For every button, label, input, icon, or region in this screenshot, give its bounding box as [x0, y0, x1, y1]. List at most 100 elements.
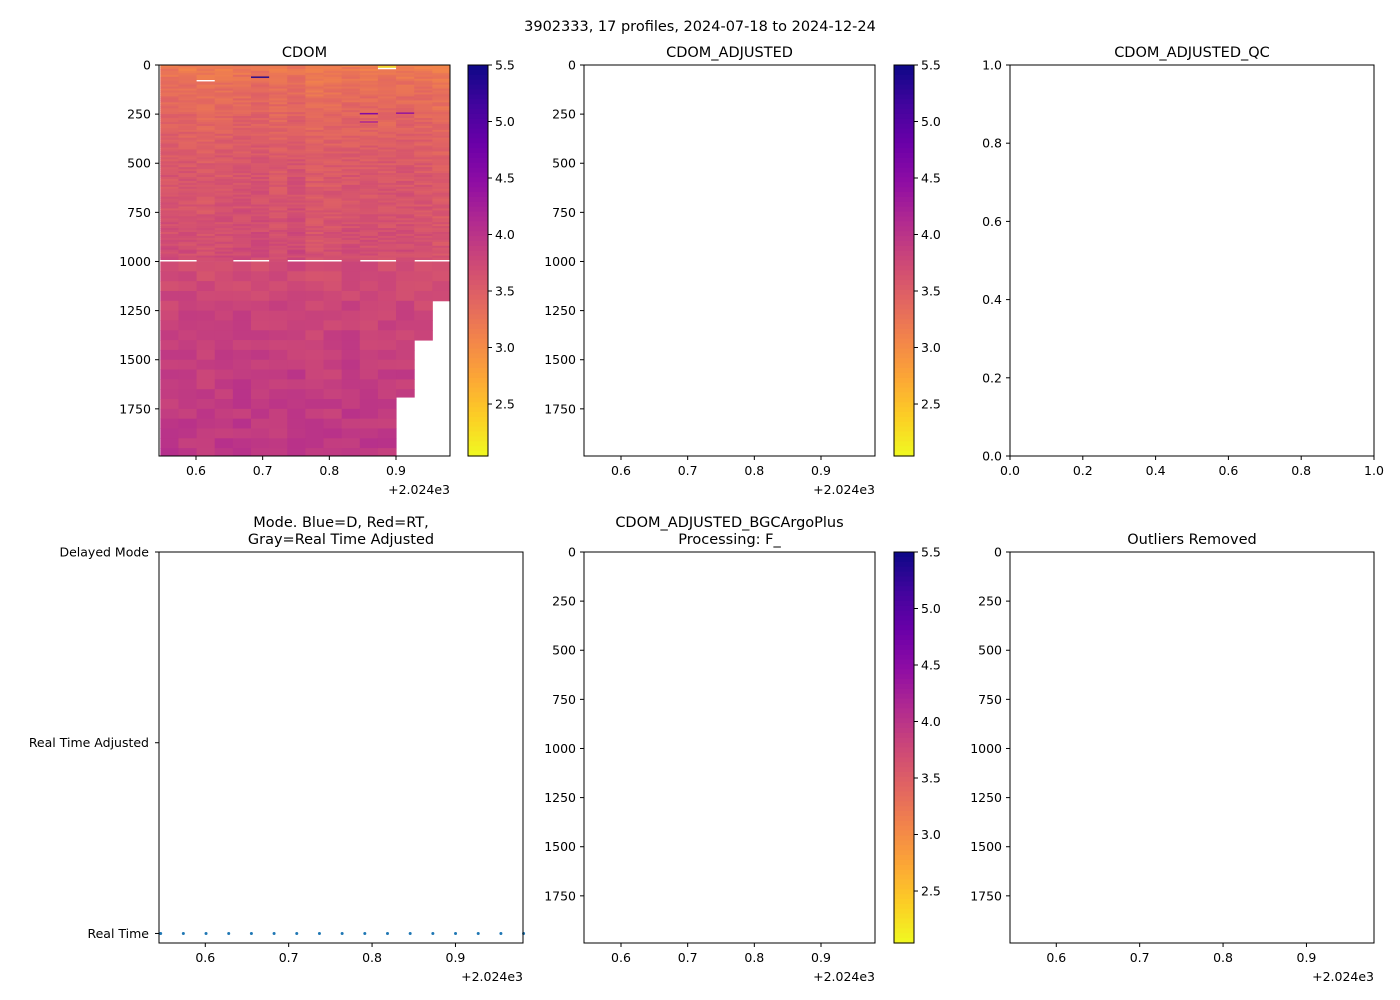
heatmap-cell — [232, 359, 252, 371]
heatmap-cell — [377, 100, 397, 103]
heatmap-cell — [214, 86, 234, 90]
heatmap-cell — [305, 90, 325, 94]
heatmap-cell — [178, 80, 198, 84]
colorbar-segment — [468, 304, 488, 310]
heatmap-cell — [160, 198, 179, 202]
heatmap-cell — [377, 243, 397, 247]
heatmap-cell — [341, 212, 361, 215]
heatmap-cell — [432, 237, 451, 241]
heatmap-cell — [359, 188, 379, 192]
heatmap-cell — [196, 192, 216, 196]
mode-point — [317, 931, 321, 935]
heatmap-cell — [359, 135, 379, 139]
heatmap-cell — [160, 218, 179, 221]
heatmap-cell — [377, 340, 397, 351]
heatmap-cell — [287, 448, 306, 457]
heatmap-cell — [305, 428, 325, 439]
heatmap-cell — [341, 66, 361, 70]
heatmap-cell — [160, 216, 179, 219]
colorbar-segment — [468, 196, 488, 203]
heatmap-cell — [269, 261, 288, 272]
colorbar-segment — [894, 250, 914, 257]
colorbar-segment — [468, 294, 488, 301]
heatmap-cell — [214, 161, 234, 164]
colorbar-tick-label: 5.0 — [921, 114, 941, 129]
heatmap-cell — [178, 251, 198, 255]
heatmap-cell — [414, 224, 433, 227]
heatmap-cell — [396, 88, 415, 92]
heatmap-cell — [341, 90, 361, 94]
heatmap-cell — [232, 163, 252, 166]
heatmap-cell — [232, 251, 252, 255]
heatmap-cell — [432, 80, 451, 84]
heatmap-cell — [287, 247, 306, 251]
heatmap-cell — [323, 102, 343, 105]
heatmap-cell — [305, 241, 325, 245]
colorbar-segment — [894, 245, 914, 252]
heatmap-cell — [341, 163, 361, 166]
heatmap-anomaly — [359, 113, 378, 115]
heatmap-cell — [251, 80, 270, 84]
heatmap-cell — [396, 114, 415, 117]
heatmap-cell — [323, 216, 343, 219]
heatmap-cell — [323, 359, 343, 371]
y-tick-label: 0.4 — [982, 292, 1002, 307]
heatmap-cell — [396, 239, 415, 243]
heatmap-cell — [396, 194, 415, 198]
heatmap-cell — [432, 72, 451, 76]
heatmap-cell — [359, 359, 379, 371]
heatmap-cell — [359, 141, 379, 145]
heatmap-cell — [396, 192, 415, 196]
colorbar-segment — [894, 133, 914, 139]
heatmap-cell — [251, 399, 270, 410]
heatmap-cell — [432, 218, 451, 221]
bgcargoplus-title: Processing: F_ — [678, 532, 781, 548]
heatmap-cell — [323, 310, 343, 321]
heatmap-cell — [251, 178, 270, 182]
heatmap-cell — [414, 145, 433, 149]
heatmap-cell — [305, 438, 325, 449]
heatmap-cell — [214, 232, 234, 235]
heatmap-cell — [269, 104, 288, 107]
x-tick-label: 0.8 — [1213, 950, 1233, 965]
heatmap-cell — [178, 108, 198, 111]
colorbar-segment — [894, 270, 914, 276]
heatmap-cell — [196, 281, 216, 292]
mode-title: Gray=Real Time Adjusted — [248, 532, 434, 548]
colorbar-segment — [894, 586, 914, 592]
heatmap-cell — [196, 100, 216, 103]
heatmap-cell — [432, 110, 451, 113]
heatmap-cell — [269, 226, 288, 229]
heatmap-cell — [214, 169, 234, 172]
heatmap-cell — [196, 106, 216, 109]
heatmap-cell — [341, 161, 361, 164]
colorbar-segment — [894, 167, 914, 174]
heatmap-cell — [414, 131, 433, 135]
heatmap-cell — [178, 133, 198, 137]
heatmap-cell — [214, 80, 234, 84]
colorbar-segment — [894, 703, 914, 709]
heatmap-cell — [323, 151, 343, 154]
colorbar-segment — [894, 304, 914, 310]
colorbar-segment — [894, 451, 914, 457]
heatmap-cell — [323, 139, 343, 143]
colorbar-segment — [894, 94, 914, 100]
heatmap-cell — [196, 230, 216, 233]
heatmap-cell — [251, 257, 270, 261]
heatmap-cell — [269, 448, 288, 457]
heatmap-cell — [341, 448, 361, 457]
heatmap-cell — [341, 173, 361, 176]
colorbar-segment — [894, 416, 914, 423]
heatmap-cell — [305, 147, 325, 150]
heatmap-cell — [251, 320, 270, 331]
heatmap-cell — [414, 249, 433, 253]
heatmap-cell — [305, 448, 325, 457]
heatmap-cell — [160, 76, 179, 80]
heatmap-cell — [341, 253, 361, 257]
heatmap-cell — [269, 222, 288, 225]
heatmap-cell — [323, 165, 343, 168]
colorbar-segment — [894, 152, 914, 159]
heatmap-cell — [160, 212, 179, 215]
heatmap-cell — [341, 218, 361, 221]
heatmap-cell — [214, 167, 234, 170]
